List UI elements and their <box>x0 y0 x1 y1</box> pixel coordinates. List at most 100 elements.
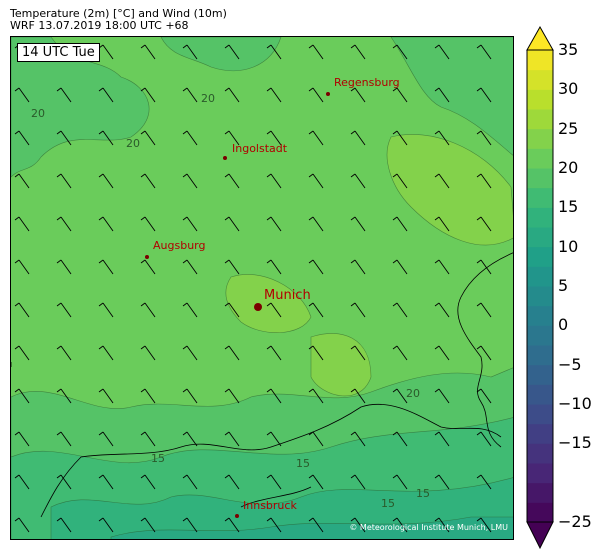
wind-barb <box>140 173 156 189</box>
wind-barb <box>308 474 324 490</box>
wind-barb <box>476 87 492 103</box>
wind-barb <box>392 44 408 60</box>
wind-barb <box>476 431 492 447</box>
wind-barb <box>350 87 366 103</box>
wind-barb <box>476 517 492 533</box>
wind-barb <box>350 517 366 533</box>
city-marker-regensburg <box>326 92 330 96</box>
wind-barb <box>56 216 72 232</box>
colorbar-band <box>527 305 553 326</box>
city-marker-innsbruck <box>235 514 239 518</box>
wind-barb <box>224 87 240 103</box>
contour-label: 20 <box>406 387 420 400</box>
wind-barb <box>392 173 408 189</box>
wind-barb <box>266 431 282 447</box>
wind-barb <box>14 173 30 189</box>
wind-barb <box>56 87 72 103</box>
country-border <box>11 362 502 518</box>
colorbar-tick-label: 30 <box>558 79 579 99</box>
contour-label: 15 <box>381 497 395 510</box>
wind-barb <box>182 345 198 361</box>
wind-barb <box>308 259 324 275</box>
colorbar-band <box>527 148 553 169</box>
colorbar-tick-label: −15 <box>558 433 592 453</box>
temperature-contour-region <box>50 477 513 539</box>
wind-barb <box>140 87 156 103</box>
colorbar-tick-label: −10 <box>558 394 592 413</box>
wind-barb <box>140 517 156 533</box>
wind-barb <box>224 431 240 447</box>
wind-barb <box>266 87 282 103</box>
wind-barb <box>308 431 324 447</box>
wind-barb <box>182 431 198 447</box>
wind-barb <box>350 259 366 275</box>
temperature-contour-region <box>11 37 150 178</box>
wind-barb <box>14 345 30 361</box>
temperature-contour-region <box>225 274 312 333</box>
wind-barb <box>224 388 240 404</box>
wind-barb <box>476 173 492 189</box>
colorbar-tick-label: 5 <box>558 276 569 295</box>
wind-barb <box>434 431 450 447</box>
wind-barb <box>308 173 324 189</box>
time-label: 14 UTC Tue <box>17 43 100 62</box>
colorbar-tick-label: −25 <box>558 512 592 531</box>
contour-label: 20 <box>31 107 45 120</box>
wind-barb <box>308 388 324 404</box>
colorbar-band <box>527 109 553 130</box>
wind-barb <box>140 302 156 318</box>
colorbar-band <box>527 404 553 425</box>
temperature-map: 20 20 20 20 15 15 15 15 14 UTC Tue Regensburg I… <box>10 36 514 540</box>
colorbar-tick-label: 0 <box>558 315 569 335</box>
wind-barb <box>140 388 156 404</box>
city-label-augsburg: Augsburg <box>153 239 206 252</box>
city-label-regensburg: Regensburg <box>334 76 400 89</box>
wind-barb <box>476 388 492 404</box>
wind-barb <box>392 431 408 447</box>
wind-barb <box>476 474 492 490</box>
wind-barb <box>266 173 282 189</box>
wind-barb <box>434 44 450 60</box>
wind-barb <box>476 44 492 60</box>
wind-barb <box>182 87 198 103</box>
colorbar-tick-label: −5 <box>558 354 582 374</box>
temperature-contour-region <box>110 516 513 539</box>
wind-barb <box>266 345 282 361</box>
wind-barb <box>350 44 366 60</box>
colorbar-band <box>527 325 553 346</box>
wind-barb <box>14 216 30 232</box>
map-field: 20 20 20 20 15 15 15 15 <box>11 37 513 539</box>
wind-barb <box>14 130 30 146</box>
colorbar-extend-min <box>526 521 554 550</box>
colorbar-band <box>527 482 553 503</box>
city-label-innsbruck: Innsbruck <box>243 499 297 512</box>
wind-barb <box>434 173 450 189</box>
chart-subtitle: WRF 13.07.2019 18:00 UTC +68 <box>10 19 189 32</box>
colorbar-band <box>527 207 553 228</box>
wind-barb <box>350 302 366 318</box>
wind-barb <box>434 302 450 318</box>
wind-barb <box>392 216 408 232</box>
wind-barb <box>140 345 156 361</box>
wind-barb <box>350 173 366 189</box>
wind-barb <box>350 216 366 232</box>
wind-barb <box>476 345 492 361</box>
wind-barb <box>182 474 198 490</box>
colorbar <box>526 26 554 550</box>
wind-barb <box>308 130 324 146</box>
contour-label: 20 <box>126 137 140 150</box>
wind-barb <box>182 259 198 275</box>
wind-barb <box>56 173 72 189</box>
wind-barb <box>224 517 240 533</box>
colorbar-band <box>527 266 553 287</box>
wind-barb <box>98 259 114 275</box>
colorbar-band <box>527 227 553 248</box>
colorbar-band <box>527 463 553 484</box>
city-marker-augsburg <box>145 255 149 259</box>
wind-barb <box>434 216 450 232</box>
colorbar-tick-label: 25 <box>558 118 579 138</box>
colorbar-band <box>527 50 553 71</box>
wind-barb <box>98 474 114 490</box>
wind-barb <box>182 302 198 318</box>
wind-barb <box>56 431 72 447</box>
